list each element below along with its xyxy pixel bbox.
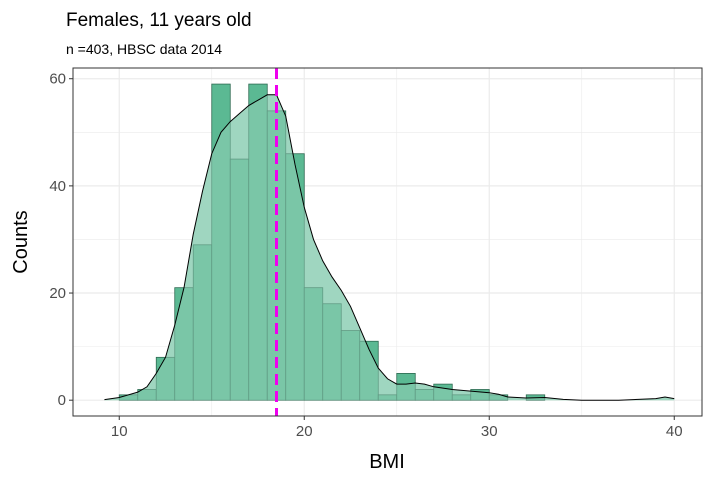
density-area-overlay [104, 94, 675, 401]
x-tick-label: 10 [111, 423, 128, 440]
y-tick-label: 0 [58, 392, 66, 409]
y-tick-label: 40 [49, 178, 66, 195]
axis-ticks: 10 20 30 40 0 20 40 60 [49, 71, 682, 440]
x-tick-label: 30 [481, 423, 498, 440]
chart-title: Females, 11 years old [66, 10, 252, 31]
x-axis-title: BMI [369, 451, 405, 473]
histogram-bar [488, 394, 509, 401]
grid-lines [73, 68, 702, 416]
chart-subtitle: n =403, HBSC data 2014 [66, 41, 222, 57]
histogram-bar [396, 373, 416, 401]
histogram-bar [433, 383, 453, 401]
x-tick-label: 40 [666, 423, 683, 440]
density-curve [104, 94, 675, 401]
y-tick-label: 60 [49, 71, 66, 88]
y-tick-label: 20 [49, 285, 66, 302]
density-curve-layer [104, 94, 675, 401]
x-tick-label: 20 [296, 423, 313, 440]
panel-border [72, 67, 703, 417]
histogram-bar [359, 340, 379, 401]
histogram-bar [285, 153, 305, 401]
y-axis-title: Counts [10, 210, 32, 273]
